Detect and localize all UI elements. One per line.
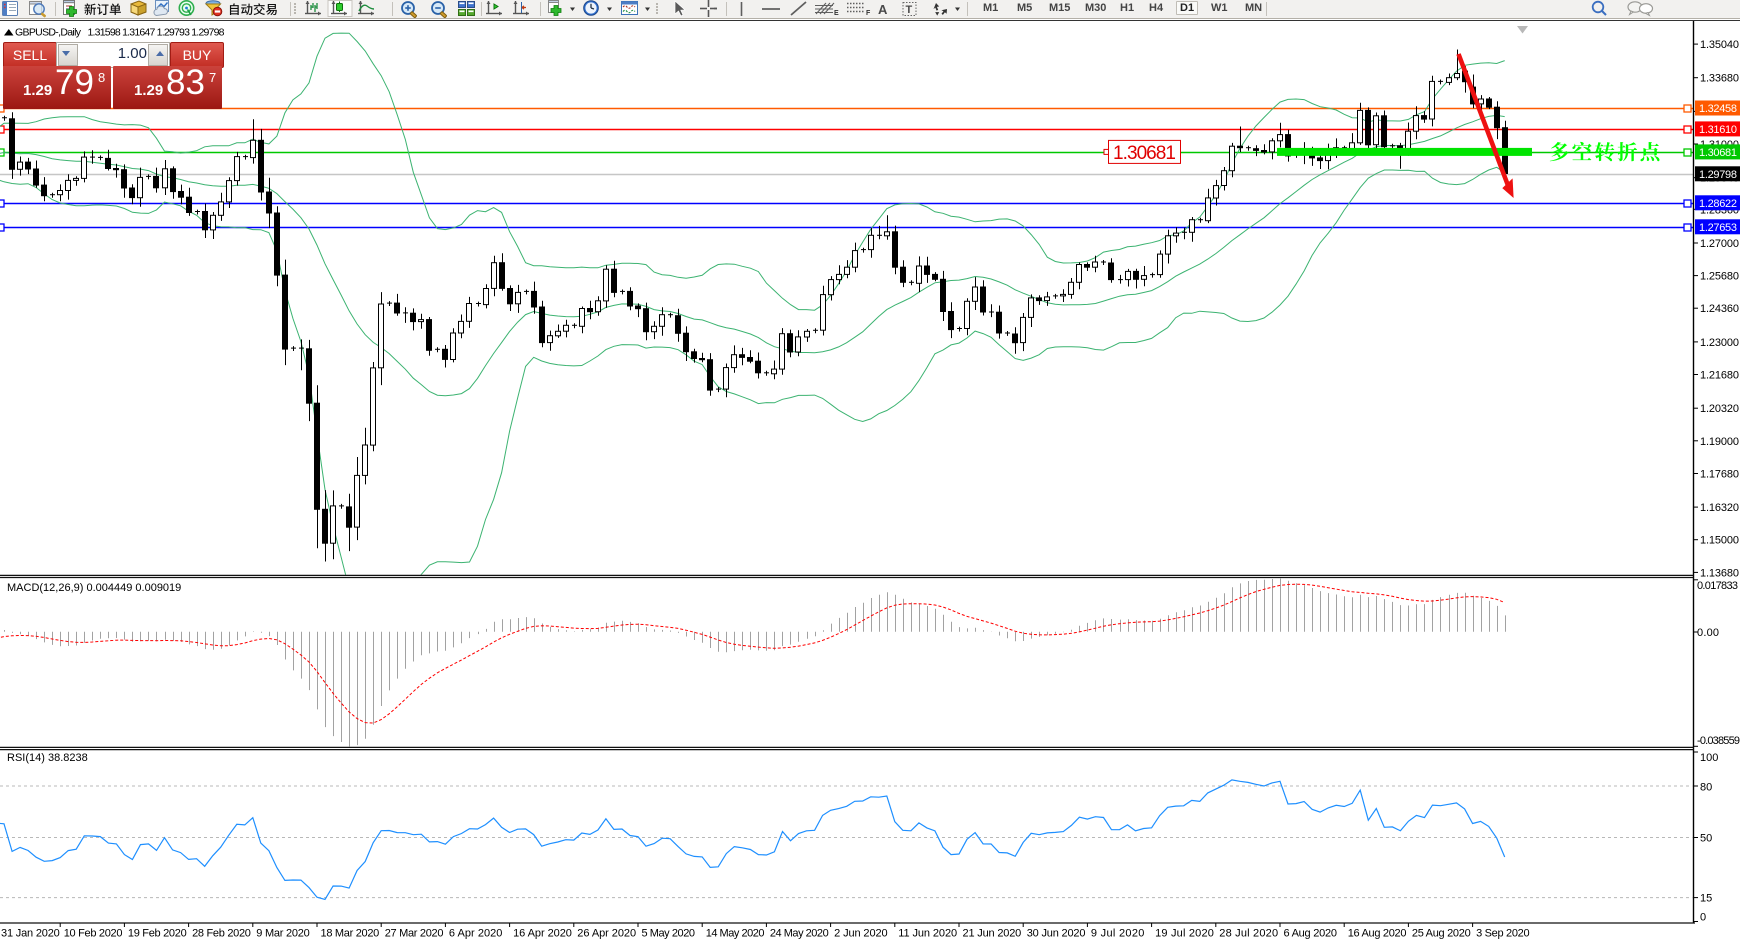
svg-text:1.31610: 1.31610	[1699, 124, 1737, 136]
svg-text:28 Jul 2020: 28 Jul 2020	[1219, 928, 1278, 940]
svg-text:1.13680: 1.13680	[1700, 567, 1739, 579]
svg-text:11 Jun 2020: 11 Jun 2020	[898, 928, 957, 940]
svg-text:E: E	[834, 10, 839, 17]
svg-text:19 Jul 2020: 19 Jul 2020	[1155, 928, 1214, 940]
svg-text:1.19000: 1.19000	[1700, 436, 1739, 448]
svg-text:5 May 2020: 5 May 2020	[642, 928, 696, 940]
svg-text:1.33680: 1.33680	[1700, 73, 1739, 85]
svg-text:14 May 2020: 14 May 2020	[706, 928, 765, 940]
svg-text:30 Jun 2020: 30 Jun 2020	[1027, 928, 1086, 940]
svg-text:T: T	[906, 4, 913, 16]
svg-text:1.20320: 1.20320	[1700, 403, 1739, 415]
svg-text:10 Feb 2020: 10 Feb 2020	[64, 928, 123, 940]
svg-text:16 Aug 2020: 16 Aug 2020	[1348, 928, 1407, 940]
svg-text:0.00: 0.00	[1697, 627, 1719, 639]
svg-text:16 Apr 2020: 16 Apr 2020	[513, 928, 572, 940]
svg-text:1.29798: 1.29798	[1699, 169, 1737, 181]
svg-text:2 Jun 2020: 2 Jun 2020	[834, 928, 888, 940]
svg-text:1.15000: 1.15000	[1700, 535, 1739, 547]
svg-text:27 Mar 2020: 27 Mar 2020	[385, 928, 444, 940]
svg-text:1.35040: 1.35040	[1700, 39, 1739, 51]
svg-text:18 Mar 2020: 18 Mar 2020	[321, 928, 380, 940]
svg-text:28 Feb 2020: 28 Feb 2020	[192, 928, 251, 940]
svg-text:1.30681: 1.30681	[1699, 147, 1737, 159]
svg-text:1.17680: 1.17680	[1700, 469, 1739, 481]
svg-text:9 Mar 2020: 9 Mar 2020	[256, 928, 310, 940]
svg-text:1.28622: 1.28622	[1699, 198, 1737, 210]
svg-text:19 Feb 2020: 19 Feb 2020	[128, 928, 187, 940]
svg-text:25 Aug 2020: 25 Aug 2020	[1412, 928, 1471, 940]
svg-text:31 Jan 2020: 31 Jan 2020	[1, 928, 60, 940]
svg-text:1.31598 1.31647 1.29793 1.2979: 1.31598 1.31647 1.29793 1.29798	[88, 27, 225, 39]
svg-text:MACD(12,26,9) 0.004449 0.00901: MACD(12,26,9) 0.004449 0.009019	[7, 582, 181, 594]
svg-text:6 Aug 2020: 6 Aug 2020	[1284, 928, 1338, 940]
svg-text:3 Sep 2020: 3 Sep 2020	[1476, 928, 1530, 940]
svg-text:1.27653: 1.27653	[1699, 222, 1737, 234]
svg-text:50: 50	[1700, 833, 1712, 845]
svg-text:1.23000: 1.23000	[1700, 337, 1739, 349]
svg-text:21 Jun 2020: 21 Jun 2020	[963, 928, 1022, 940]
svg-text:1.32458: 1.32458	[1699, 103, 1737, 115]
svg-text:1.21680: 1.21680	[1700, 370, 1739, 382]
svg-text:6 Apr 2020: 6 Apr 2020	[449, 928, 503, 940]
svg-text:1.27000: 1.27000	[1700, 238, 1739, 250]
svg-text:15: 15	[1700, 893, 1712, 905]
svg-text:9 Jul 2020: 9 Jul 2020	[1091, 928, 1145, 940]
svg-text:F: F	[866, 10, 871, 17]
svg-text:GBPUSD-,Daily: GBPUSD-,Daily	[15, 27, 82, 39]
svg-text:RSI(14) 38.8238: RSI(14) 38.8238	[7, 752, 88, 764]
svg-text:0: 0	[1700, 912, 1706, 924]
svg-text:1.30681: 1.30681	[1113, 143, 1176, 164]
svg-text:100: 100	[1700, 752, 1718, 764]
svg-text:26 Apr 2020: 26 Apr 2020	[577, 928, 636, 940]
svg-text:1.16320: 1.16320	[1700, 502, 1739, 514]
svg-text:1.24360: 1.24360	[1700, 303, 1739, 315]
svg-text:A: A	[878, 2, 888, 17]
svg-text:1.25680: 1.25680	[1700, 271, 1739, 283]
svg-text:24 May 2020: 24 May 2020	[770, 928, 829, 940]
svg-text:-0.038559: -0.038559	[1697, 735, 1740, 747]
svg-text:80: 80	[1700, 781, 1712, 793]
svg-text:0.017833: 0.017833	[1697, 580, 1738, 592]
